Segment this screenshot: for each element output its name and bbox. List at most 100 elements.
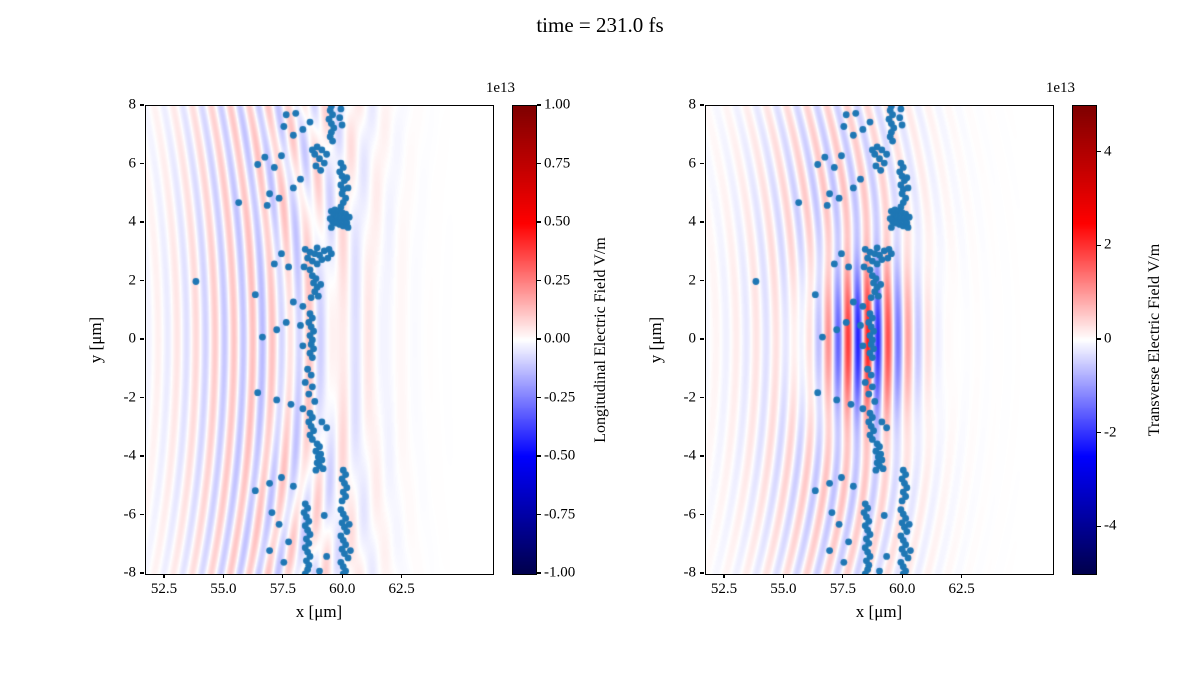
colorbar-tick-mark	[1097, 338, 1101, 340]
y-tick-mark	[700, 513, 704, 516]
colorbar-tick-label: -0.50	[544, 447, 576, 464]
colorbar-tick-mark	[537, 455, 541, 457]
colorbar-tick-label: -0.75	[544, 506, 576, 522]
x-tick-label: 52.5	[150, 581, 178, 597]
figure-title: time = 231.0 fs	[536, 13, 664, 37]
y-tick-mark	[140, 104, 144, 106]
y-tick-label: -8	[123, 564, 137, 581]
y-tick-label: 4	[688, 213, 697, 230]
x-tick-label: 62.5	[948, 581, 975, 597]
colorbar-tick-mark	[537, 221, 541, 223]
colorbar-tick-label: 4	[1104, 143, 1112, 160]
plot-area-longitudinal	[145, 105, 494, 575]
y-tick-mark	[140, 162, 144, 165]
colorbar-tick-mark	[537, 572, 541, 574]
longitudinal-field-scatter-canvas	[146, 106, 493, 574]
y-tick-mark	[140, 221, 144, 223]
y-tick-label: -8	[683, 564, 697, 581]
colorbar-tick-label: 0.50	[544, 213, 571, 230]
y-tick-label: -6	[683, 506, 697, 522]
x-tick-label: 57.5	[269, 581, 296, 597]
y-tick-label: 8	[128, 96, 137, 113]
x-tick-mark	[163, 574, 165, 578]
y-tick-label: 2	[688, 272, 697, 288]
y-tick-mark	[140, 455, 144, 457]
y-tick-label: 0	[688, 330, 697, 347]
y-tick-label: 8	[688, 96, 697, 113]
x-tick-label: 62.5	[388, 581, 415, 597]
colorbar-tick-mark	[1097, 525, 1101, 527]
colorbar-tick-mark	[537, 104, 541, 106]
x-tick-mark	[961, 574, 963, 578]
colorbar-tick-label: -1.00	[544, 564, 576, 581]
x-tick-mark	[282, 574, 284, 578]
colorbar-tick-mark	[537, 162, 541, 165]
y-tick-label: -4	[683, 447, 697, 464]
x-tick-label: 55.0	[770, 581, 797, 597]
y-tick-mark	[700, 396, 704, 399]
y-tick-label: 0	[128, 330, 137, 347]
y-tick-label: 4	[128, 213, 137, 230]
y-tick-label: -6	[123, 506, 137, 522]
colorbar-tick-mark	[1097, 151, 1101, 153]
colorbar-label-transverse: Transverse Electric Field V/m	[1146, 243, 1163, 437]
colorbar-tick-mark	[1097, 244, 1101, 246]
colorbar-offset-transverse: 1e13	[1045, 80, 1075, 96]
colorbar-gradient-transverse	[1073, 106, 1096, 574]
y-tick-mark	[700, 455, 704, 457]
plot-area-transverse	[705, 105, 1054, 575]
y-tick-mark	[140, 396, 144, 399]
colorbar-transverse	[1072, 105, 1097, 575]
y-tick-mark	[140, 513, 144, 516]
x-axis-label-transverse: x [μm]	[855, 602, 903, 621]
x-tick-mark	[401, 574, 403, 578]
x-tick-label: 60.0	[329, 581, 356, 597]
colorbar-tick-label: 1.00	[544, 96, 571, 113]
colorbar-tick-mark	[1097, 432, 1101, 434]
colorbar-tick-label: 0.75	[544, 155, 571, 171]
y-tick-mark	[140, 572, 144, 574]
colorbar-offset-longitudinal: 1e13	[485, 80, 515, 96]
colorbar-tick-label: -2	[1104, 424, 1117, 441]
x-tick-label: 52.5	[710, 581, 738, 597]
colorbar-tick-mark	[537, 513, 541, 516]
colorbar-tick-label: 2	[1104, 236, 1112, 253]
y-tick-mark	[700, 279, 704, 282]
x-tick-label: 57.5	[829, 581, 856, 597]
colorbar-tick-mark	[537, 396, 541, 399]
x-axis-label-longitudinal: x [μm]	[295, 602, 343, 621]
y-tick-label: -2	[123, 389, 137, 405]
colorbar-longitudinal	[512, 105, 537, 575]
x-tick-mark	[723, 574, 725, 578]
colorbar-tick-label: -4	[1104, 517, 1117, 534]
colorbar-label-longitudinal: Longitudinal Electric Field V/m	[592, 237, 609, 443]
y-tick-mark	[700, 221, 704, 223]
colorbar-tick-mark	[537, 338, 541, 340]
y-axis-label-longitudinal: y [μm]	[86, 316, 105, 364]
y-tick-label: 2	[128, 272, 137, 288]
colorbar-tick-label: 0.00	[544, 330, 571, 347]
y-tick-label: -4	[123, 447, 137, 464]
x-tick-mark	[842, 574, 844, 578]
y-tick-mark	[700, 572, 704, 574]
y-tick-label: -2	[683, 389, 697, 405]
y-tick-label: 6	[688, 155, 697, 171]
transverse-field-scatter-canvas	[706, 106, 1053, 574]
y-tick-mark	[700, 338, 704, 340]
x-tick-mark	[782, 574, 785, 578]
y-tick-mark	[700, 104, 704, 106]
x-tick-label: 60.0	[889, 581, 916, 597]
colorbar-tick-mark	[537, 279, 541, 282]
y-tick-label: 6	[128, 155, 137, 171]
y-tick-mark	[140, 279, 144, 282]
y-axis-label-transverse: y [μm]	[646, 316, 665, 364]
x-tick-mark	[901, 574, 903, 578]
colorbar-tick-label: 0.25	[544, 272, 571, 288]
y-tick-mark	[140, 338, 144, 340]
x-tick-mark	[341, 574, 343, 578]
x-tick-mark	[222, 574, 225, 578]
x-tick-label: 55.0	[210, 581, 237, 597]
colorbar-tick-label: 0	[1104, 330, 1112, 347]
y-tick-mark	[700, 162, 704, 165]
